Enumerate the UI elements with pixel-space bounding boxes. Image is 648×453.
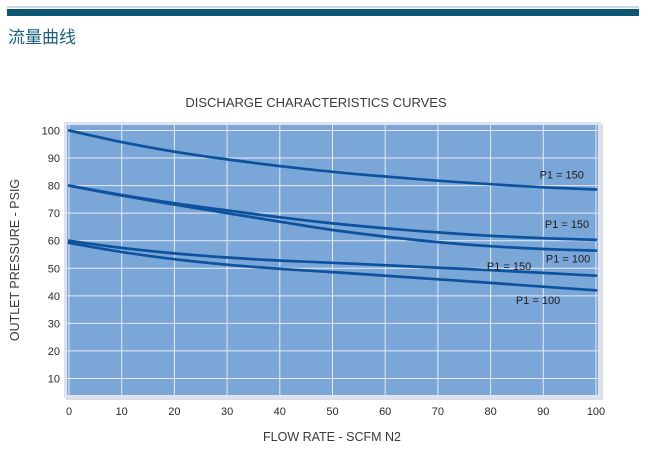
x-tick-label: 90	[537, 406, 549, 418]
y-axis-title: OUTLET PRESSURE - PSIG	[8, 179, 22, 341]
y-tick-label: 80	[48, 181, 60, 193]
x-tick-label: 80	[484, 406, 496, 418]
y-tick-label: 10	[48, 373, 60, 385]
page-title: 流量曲线	[8, 28, 76, 48]
curve-0-P1=150	[67, 129, 598, 191]
top-accent-bar	[7, 9, 639, 16]
y-tick-label: 70	[48, 208, 60, 220]
x-tick-label: 10	[116, 406, 128, 418]
x-tick-label: 50	[326, 406, 338, 418]
plot-area: P1 = 150 P1 = 150 P1 = 100 P1 = 150 P1 = 100…	[42, 122, 605, 418]
x-tick-label: 30	[221, 406, 233, 418]
x-tick-label: 0	[66, 406, 72, 418]
curve-label-3: P1 = 150	[487, 261, 531, 273]
x-tick-label: 100	[587, 406, 605, 418]
x-tick-label: 60	[379, 406, 391, 418]
x-tick-label: 40	[274, 406, 286, 418]
curve-3-P1=150	[67, 239, 598, 278]
y-tick-label: 50	[48, 263, 60, 275]
curve-label-1: P1 = 150	[545, 219, 589, 231]
curve-label-0: P1 = 150	[540, 170, 584, 182]
curve-4-P1=100	[67, 241, 598, 292]
y-tick-label: 20	[48, 346, 60, 358]
x-tick-label: 20	[168, 406, 180, 418]
y-tick-label: 100	[42, 126, 60, 138]
x-tick-label: 70	[432, 406, 444, 418]
chart-title: DISCHARGE CHARACTERISTICS CURVES	[185, 95, 447, 110]
y-tick-label: 30	[48, 318, 60, 330]
x-axis-title: FLOW RATE - SCFM N2	[263, 430, 401, 444]
top-hairline	[7, 6, 639, 8]
curve-2-P1=100	[67, 184, 598, 252]
curve-label-2: P1 = 100	[546, 254, 590, 266]
curve-label-4: P1 = 100	[516, 295, 560, 307]
y-tick-label: 40	[48, 291, 60, 303]
y-tick-label: 90	[48, 153, 60, 165]
y-tick-label: 60	[48, 236, 60, 248]
